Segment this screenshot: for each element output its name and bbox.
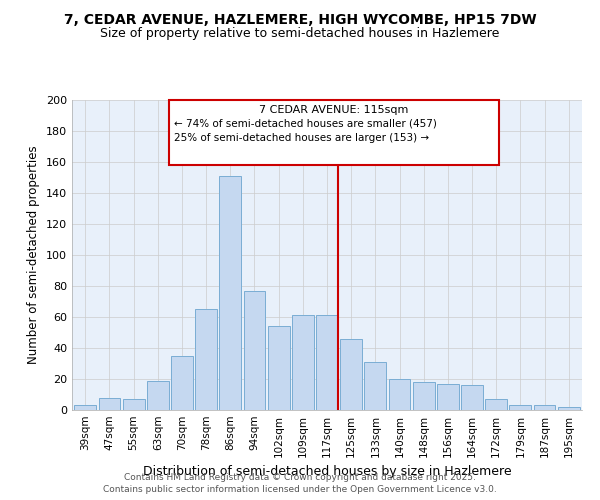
- Text: Contains public sector information licensed under the Open Government Licence v3: Contains public sector information licen…: [103, 485, 497, 494]
- Bar: [292, 316, 314, 410]
- Bar: [244, 290, 265, 410]
- Bar: [123, 399, 145, 410]
- Bar: [437, 384, 459, 410]
- Text: Size of property relative to semi-detached houses in Hazlemere: Size of property relative to semi-detach…: [100, 28, 500, 40]
- Bar: [147, 380, 169, 410]
- Bar: [98, 398, 121, 410]
- Bar: [485, 399, 507, 410]
- Text: ← 74% of semi-detached houses are smaller (457): ← 74% of semi-detached houses are smalle…: [173, 118, 436, 128]
- Bar: [195, 309, 217, 410]
- Bar: [509, 406, 531, 410]
- Text: 7, CEDAR AVENUE, HAZLEMERE, HIGH WYCOMBE, HP15 7DW: 7, CEDAR AVENUE, HAZLEMERE, HIGH WYCOMBE…: [64, 12, 536, 26]
- Bar: [171, 356, 193, 410]
- Text: 25% of semi-detached houses are larger (153) →: 25% of semi-detached houses are larger (…: [173, 132, 428, 142]
- Bar: [340, 338, 362, 410]
- Bar: [389, 379, 410, 410]
- Bar: [413, 382, 434, 410]
- Y-axis label: Number of semi-detached properties: Number of semi-detached properties: [28, 146, 40, 364]
- Bar: [558, 407, 580, 410]
- Bar: [268, 326, 290, 410]
- Text: 7 CEDAR AVENUE: 115sqm: 7 CEDAR AVENUE: 115sqm: [259, 104, 409, 115]
- Bar: [533, 406, 556, 410]
- Bar: [461, 385, 483, 410]
- Bar: [364, 362, 386, 410]
- X-axis label: Distribution of semi-detached houses by size in Hazlemere: Distribution of semi-detached houses by …: [143, 466, 511, 478]
- Bar: [169, 100, 499, 165]
- Bar: [220, 176, 241, 410]
- Text: Contains HM Land Registry data © Crown copyright and database right 2025.: Contains HM Land Registry data © Crown c…: [124, 472, 476, 482]
- Bar: [316, 316, 338, 410]
- Bar: [74, 406, 96, 410]
